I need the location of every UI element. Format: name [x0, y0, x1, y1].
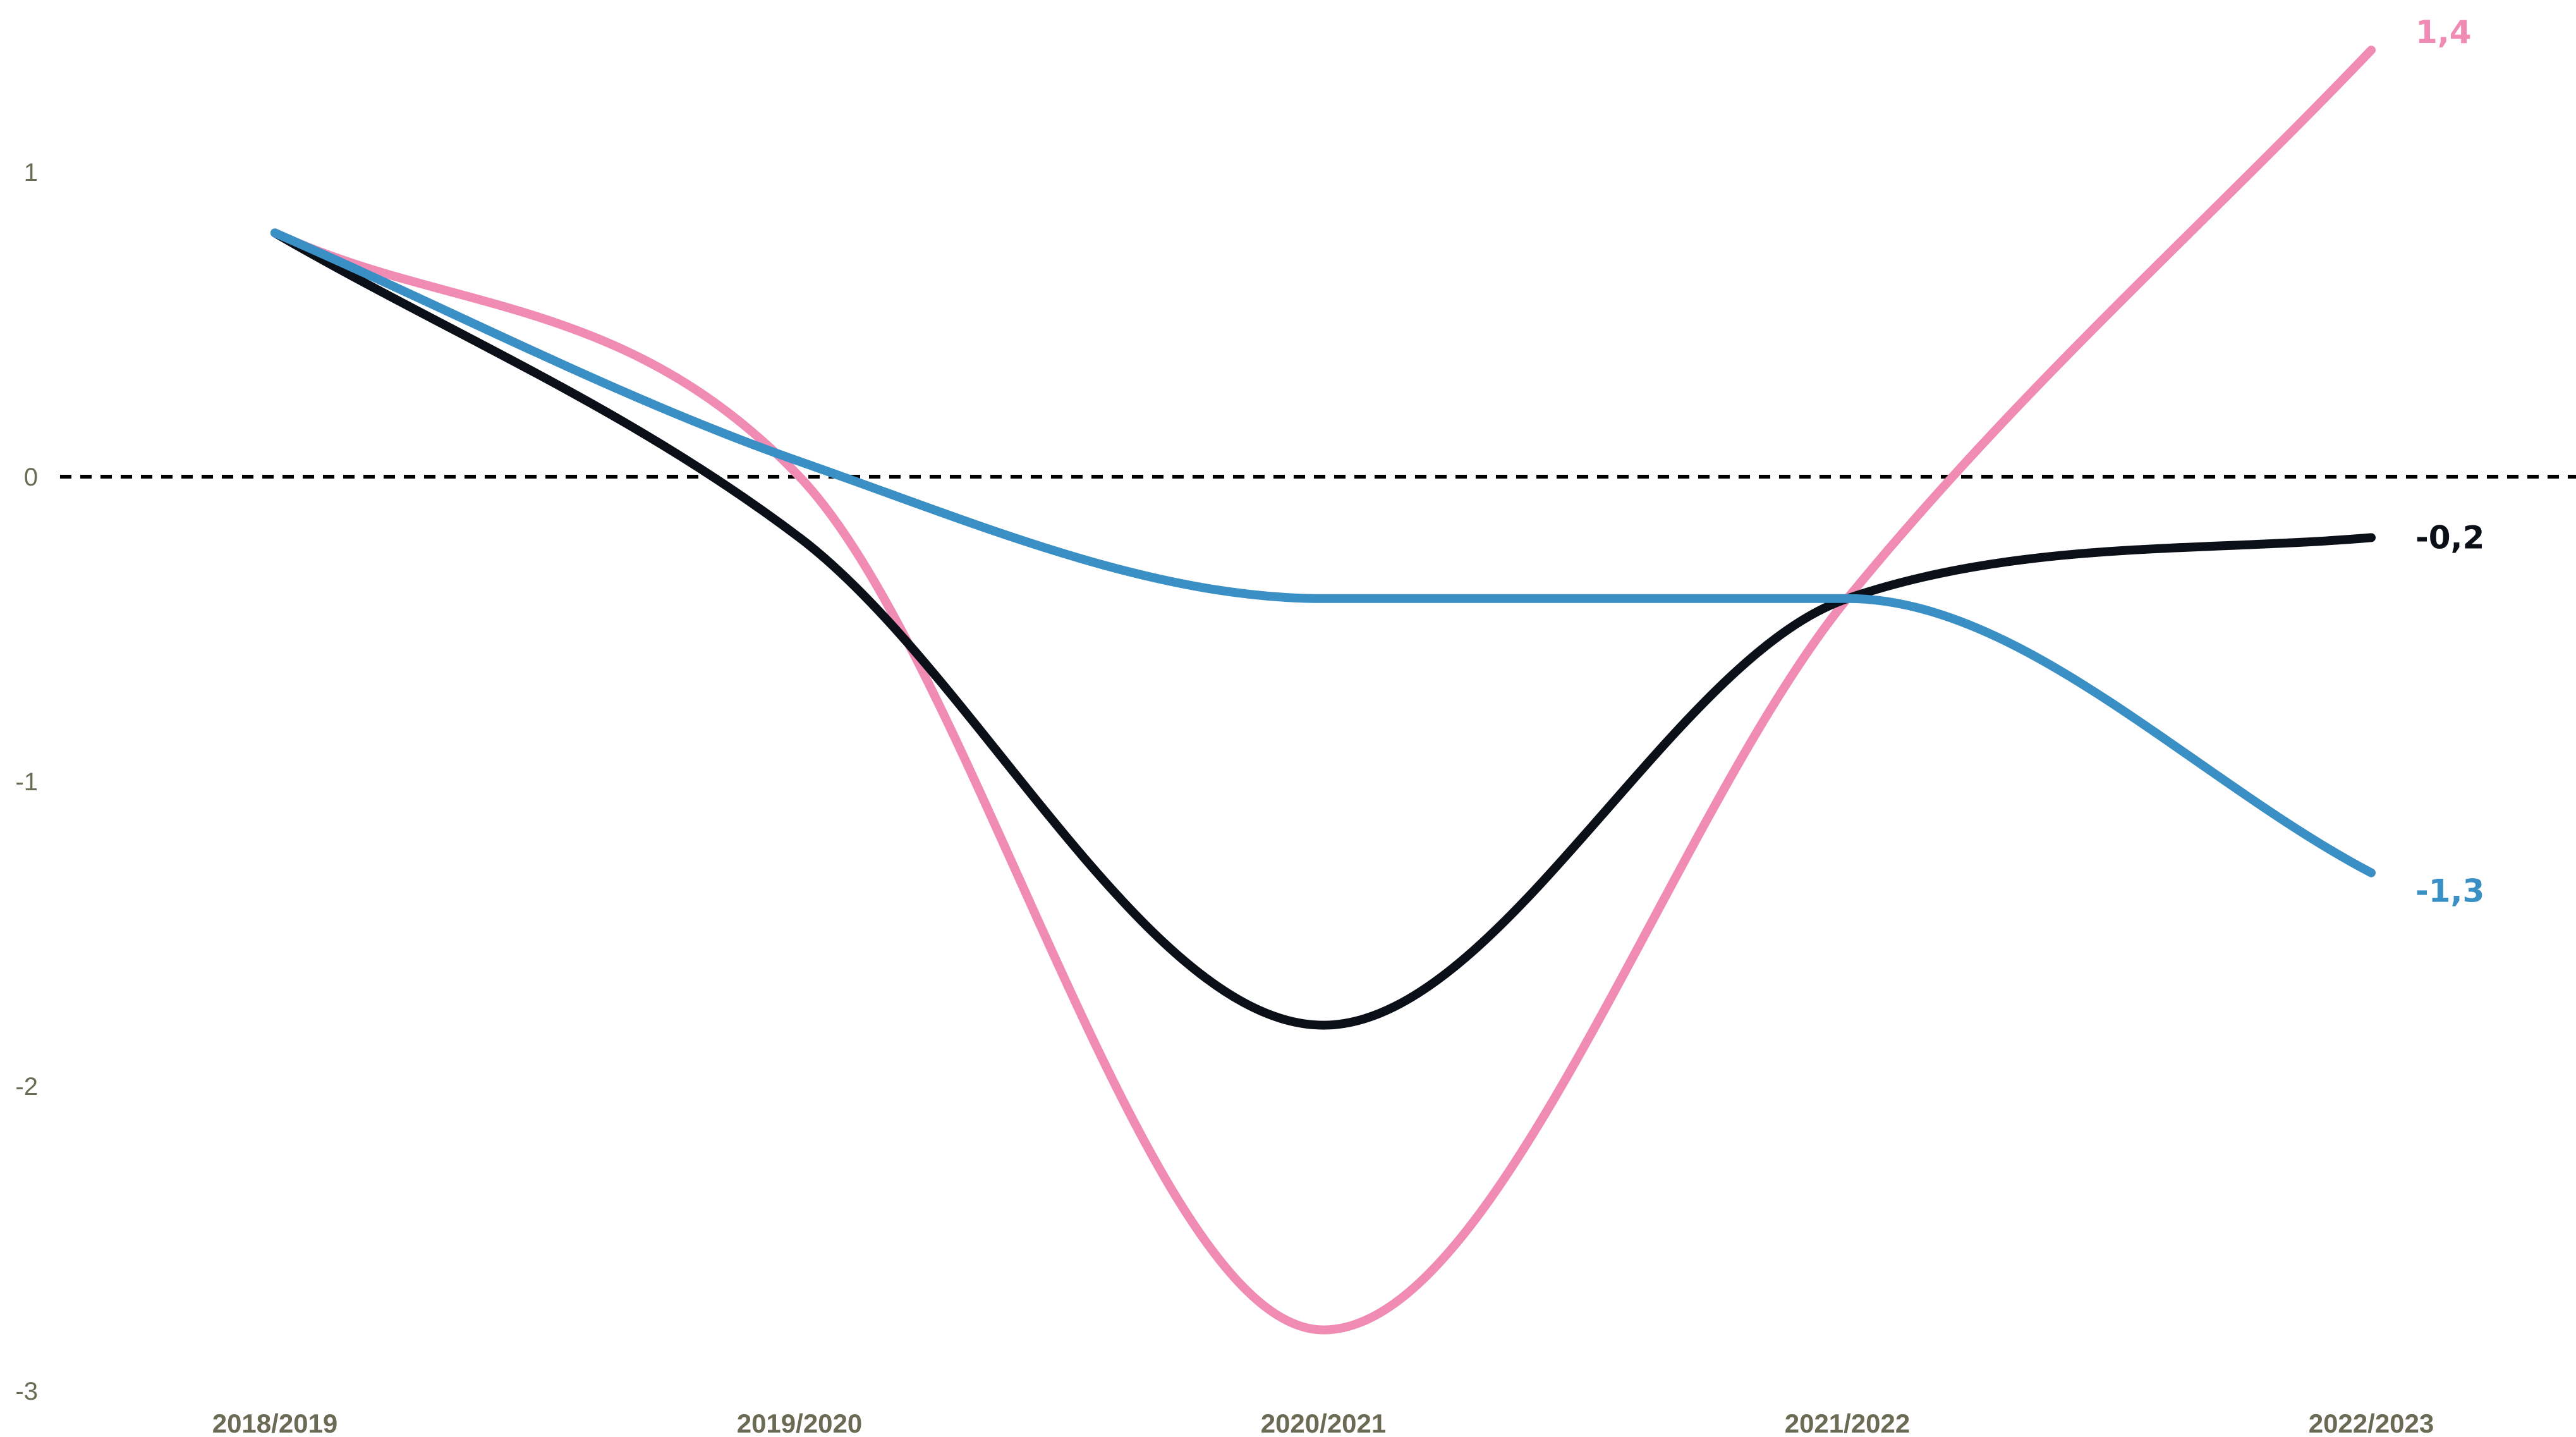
y-tick-label: -2: [15, 1073, 38, 1101]
y-axis-ticks: 1 0 -1 -2 -3: [15, 159, 38, 1405]
series-layer: [270, 46, 2376, 1335]
x-tick-label: 2022/2023: [2309, 1409, 2434, 1437]
end-labels: -0,2 1,4 -1,3: [2415, 14, 2484, 910]
y-tick-label: 0: [24, 463, 38, 491]
x-tick-label: 2018/2019: [212, 1409, 338, 1437]
x-tick-label: 2019/2020: [737, 1409, 863, 1437]
end-label-blue: -1,3: [2415, 873, 2484, 910]
y-tick-label: 1: [24, 159, 38, 187]
end-label-black: -0,2: [2415, 519, 2484, 556]
x-axis-ticks: 2018/2019 2019/2020 2020/2021 2021/2022 2022…: [212, 1409, 2434, 1437]
series-line-blue: [270, 228, 2376, 877]
x-tick-label: 2020/2021: [1261, 1409, 1387, 1437]
y-tick-label: -3: [15, 1378, 38, 1405]
x-tick-label: 2021/2022: [1785, 1409, 1911, 1437]
y-tick-label: -1: [15, 768, 38, 796]
series-line-black: [270, 228, 2376, 1030]
end-label-pink: 1,4: [2415, 14, 2472, 51]
series-line-pink: [270, 46, 2376, 1335]
